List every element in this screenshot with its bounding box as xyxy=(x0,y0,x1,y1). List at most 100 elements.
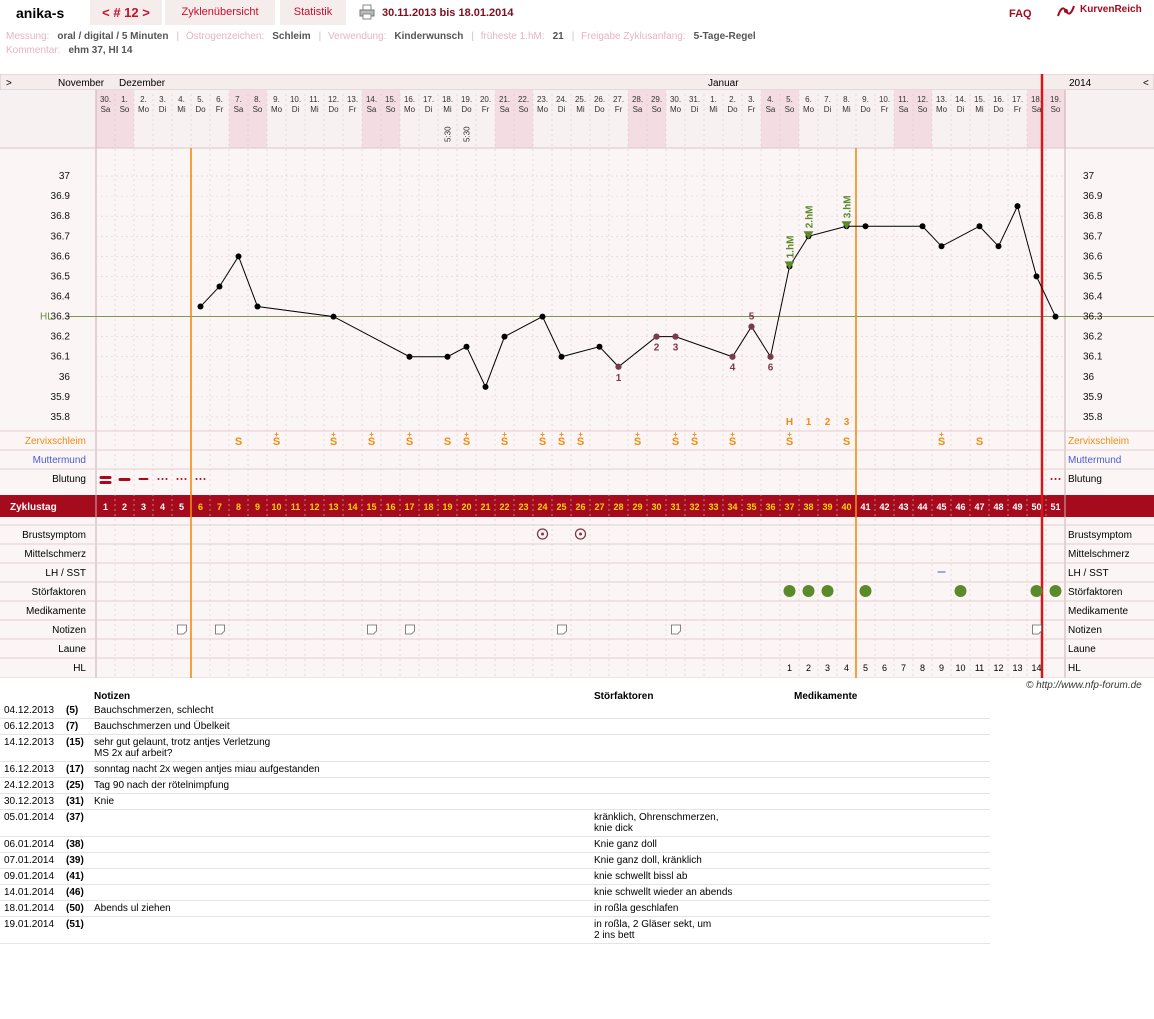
weekday-label: Di xyxy=(159,105,167,114)
date-label: 24. xyxy=(556,95,567,104)
note-cell-note: Abends ul ziehen xyxy=(90,900,590,917)
note-cell-dist: kränklich, Ohrenschmerzen, knie dick xyxy=(590,809,790,837)
month-label: November xyxy=(58,78,105,89)
hm-count: 3 xyxy=(844,417,850,428)
cycle-day-number: 7 xyxy=(217,502,222,512)
bleeding-spotting xyxy=(180,478,183,480)
table-row: 14.01.2014 (46) knie schwellt wieder an ab… xyxy=(0,884,990,901)
cycle-info-line: Messung: oral / digital / 5 Minuten | Östr… xyxy=(6,31,756,42)
weekday-label: Fr xyxy=(615,105,623,114)
date-label: 5. xyxy=(786,95,793,104)
note-cell-day: (15) xyxy=(62,734,90,762)
mucus-plus: + xyxy=(407,430,412,439)
note-cell-note xyxy=(90,868,590,885)
printer-icon[interactable] xyxy=(359,4,375,23)
mucus-plus: + xyxy=(559,430,564,439)
faq-link[interactable]: FAQ xyxy=(1009,8,1032,20)
note-cell-note: sehr gut gelaunt, trotz antjes Verletzun… xyxy=(90,734,590,762)
row-mittelschmerz-label-right: Mittelschmerz xyxy=(1068,549,1130,560)
cycle-day-number: 44 xyxy=(917,502,927,512)
row-mittelschmerz-label: Mittelschmerz xyxy=(24,549,86,560)
cycle-day-number: 13 xyxy=(328,502,338,512)
tab-cycle-overview[interactable]: Zyklenübersicht xyxy=(165,0,275,25)
bleeding-medium xyxy=(118,478,131,481)
table-row: 05.01.2014 (37) kränklich, Ohrenschmerzen,… xyxy=(0,809,990,837)
mucus-symbol: S xyxy=(558,436,565,448)
mucus-plus: + xyxy=(369,430,374,439)
temperature-point xyxy=(976,223,983,230)
logo-icon[interactable] xyxy=(1056,2,1076,23)
hl-day-number: 9 xyxy=(939,663,944,673)
tab-statistics[interactable]: Statistik xyxy=(280,0,346,25)
bleeding-spotting xyxy=(1058,478,1061,480)
hl-day-number: 5 xyxy=(863,663,868,673)
row-lh-sst-label-right: LH / SST xyxy=(1068,568,1109,579)
hl-label: HL xyxy=(40,312,53,323)
nav-right: < xyxy=(1143,78,1149,89)
temperature-point xyxy=(919,223,926,230)
y-tick-label-right: 35.9 xyxy=(1083,392,1103,403)
high-measurement-marker xyxy=(784,261,795,270)
bleeding-spotting xyxy=(184,478,187,480)
note-cell-date: 24.12.2013 xyxy=(0,777,62,794)
y-tick-label-left: 36.1 xyxy=(51,352,71,363)
weekday-label: Mi xyxy=(975,105,984,114)
logo-text[interactable]: KurvenReich xyxy=(1080,4,1142,15)
weekday-label: Mo xyxy=(404,105,416,114)
weekday-label: Di xyxy=(824,105,832,114)
row-hl-label: HL xyxy=(73,663,86,674)
note-cell-note xyxy=(90,809,590,837)
note-cell-med xyxy=(790,777,990,794)
temperature-point xyxy=(254,303,261,310)
note-icon xyxy=(557,624,567,635)
temperature-point xyxy=(938,243,945,250)
weekday-label: Mo xyxy=(936,105,948,114)
date-label: 4. xyxy=(767,95,774,104)
high-measurement-marker xyxy=(803,231,814,240)
y-tick-label-left: 36.2 xyxy=(51,332,71,343)
date-label: 7. xyxy=(235,95,242,104)
hm-count: H xyxy=(786,417,793,428)
note-cell-dist xyxy=(590,718,790,735)
weekday-label: Fr xyxy=(881,105,889,114)
cycle-day-number: 22 xyxy=(499,502,509,512)
date-label: 1. xyxy=(710,95,717,104)
note-icon xyxy=(671,624,681,635)
note-cell-day: (5) xyxy=(62,703,90,719)
date-label: 7. xyxy=(824,95,831,104)
mucus-plus: + xyxy=(692,430,697,439)
cycle-day-number: 47 xyxy=(974,502,984,512)
note-cell-dist: Knie ganz doll xyxy=(590,836,790,853)
y-tick-label-left: 36.4 xyxy=(51,292,71,303)
disturbance-icon xyxy=(802,585,815,597)
cycle-day-number: 8 xyxy=(236,502,241,512)
row-blutung-label-right: Blutung xyxy=(1068,474,1102,485)
note-cell-note: Bauchschmerzen und Übelkeit xyxy=(90,718,590,735)
date-label: 30. xyxy=(670,95,681,104)
date-label: 20. xyxy=(480,95,491,104)
date-label: 29. xyxy=(651,95,662,104)
note-cell-date: 14.12.2013 xyxy=(0,734,62,762)
date-label: 10. xyxy=(879,95,890,104)
weekend-shade xyxy=(248,90,267,148)
weekend-shade xyxy=(96,90,115,148)
weekday-label: Mo xyxy=(803,105,815,114)
date-label: 26. xyxy=(594,95,605,104)
note-cell-note: Knie xyxy=(90,793,590,810)
month-label: Januar xyxy=(708,78,739,89)
weekend-shade xyxy=(628,90,647,148)
table-row: 07.01.2014 (39) Knie ganz doll, kränklich xyxy=(0,852,990,869)
weekend-shade xyxy=(647,90,666,148)
date-label: 18. xyxy=(1031,95,1042,104)
bleeding-heavy xyxy=(99,481,112,484)
table-row: 06.12.2013 (7) Bauchschmerzen und Übelkeit xyxy=(0,718,990,735)
date-label: 14. xyxy=(366,95,377,104)
cycle-navigator[interactable]: < # 12 > xyxy=(90,0,162,25)
y-tick-label-right: 36.6 xyxy=(1083,251,1103,262)
date-label: 10. xyxy=(290,95,301,104)
note-cell-dist: knie schwellt bissl ab xyxy=(590,868,790,885)
table-row: 19.01.2014 (51) in roßla, 2 Gläser sekt, u… xyxy=(0,916,990,944)
row-zervixschleim-label: Zervixschleim xyxy=(25,436,86,447)
weekend-shade xyxy=(913,90,932,148)
date-label: 31. xyxy=(689,95,700,104)
